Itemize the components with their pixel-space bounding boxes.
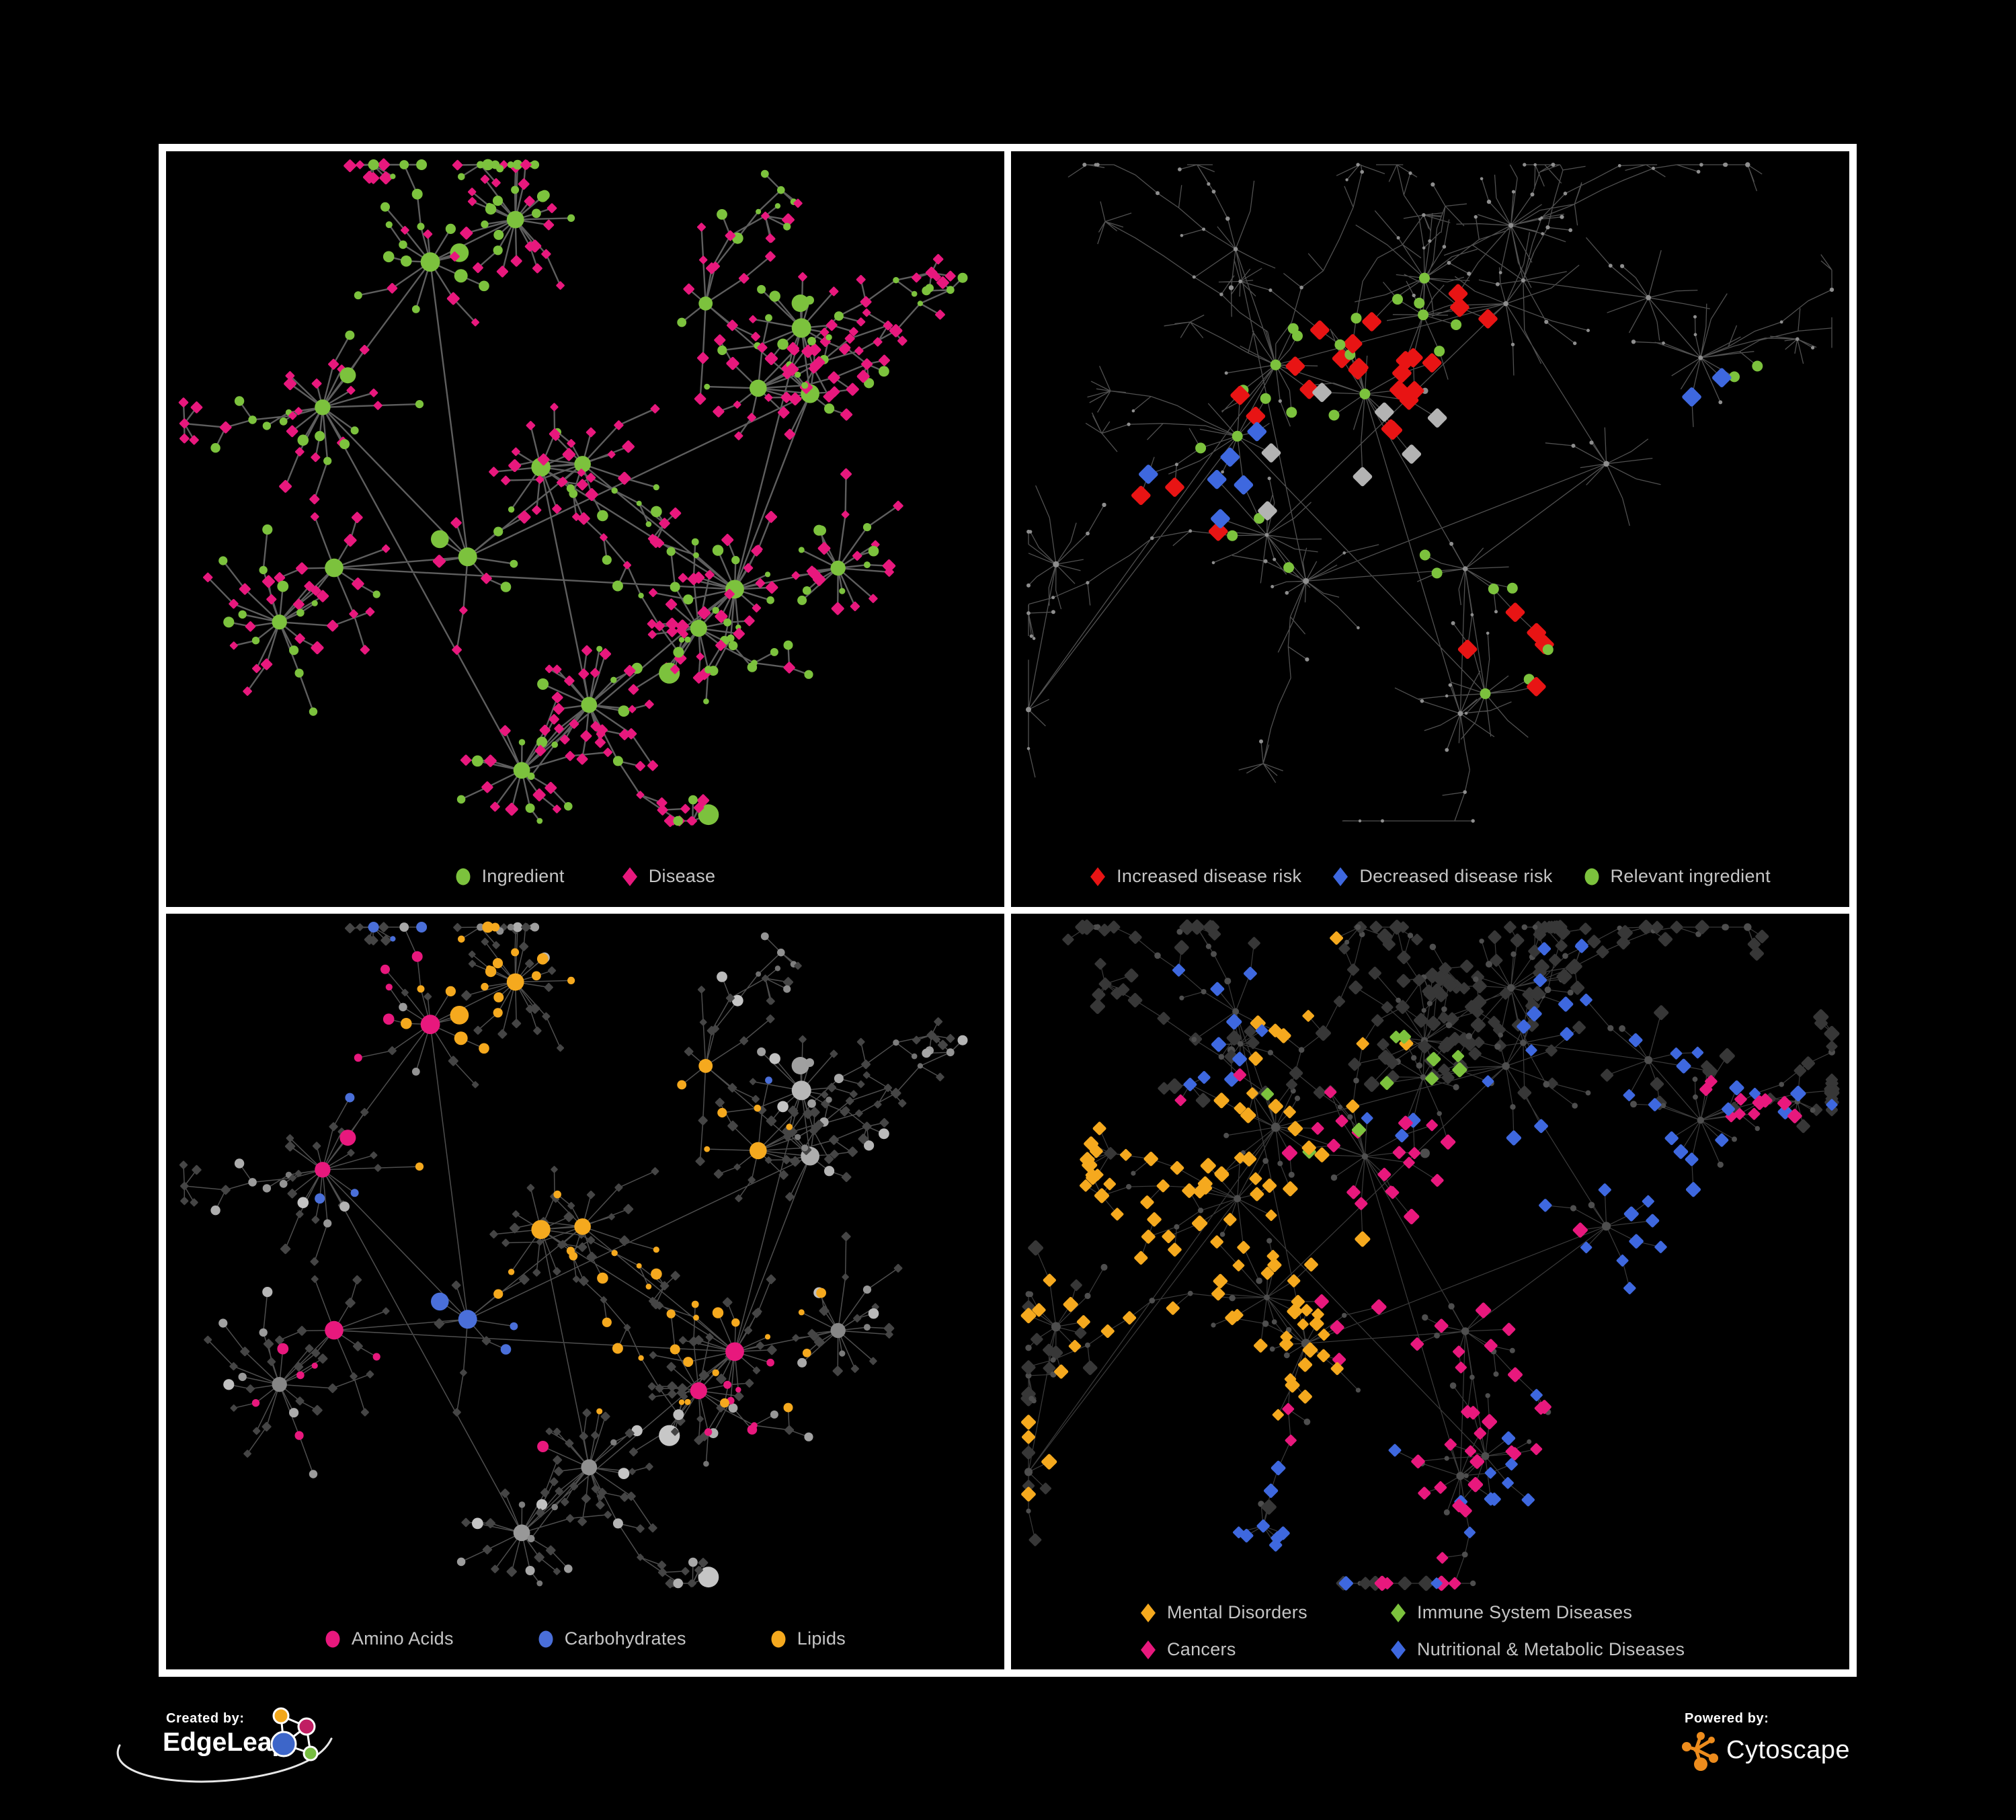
- legend-label: Decreased disease risk: [1359, 866, 1553, 886]
- cytoscape-wordmark: Cytoscape: [1726, 1735, 1851, 1764]
- legend-item-carbohydrates: Carbohydrates: [538, 1628, 686, 1649]
- diamond-marker-icon: [1141, 1603, 1156, 1622]
- cytoscape-logo: Cytoscape: [1681, 1729, 1850, 1771]
- legend-item-immune-system-diseases: Immune System Diseases: [1390, 1602, 1836, 1623]
- network-graph-disease-risk: [1026, 162, 1834, 823]
- diamond-marker-icon: [1391, 1640, 1406, 1659]
- legend-label: Immune System Diseases: [1417, 1602, 1633, 1622]
- legend-item-mental-disorders: Mental Disorders: [1140, 1602, 1390, 1623]
- legend-item-lipids: Lipids: [770, 1628, 846, 1649]
- legend-item-nutritional-metabolic-diseases: Nutritional & Metabolic Diseases: [1390, 1639, 1836, 1660]
- network-graph-nutrient-classes: [179, 921, 968, 1589]
- legend-label: Disease: [648, 866, 716, 886]
- circle-marker-icon: [456, 868, 471, 885]
- legend-label: Mental Disorders: [1167, 1602, 1307, 1622]
- legend-label: Amino Acids: [351, 1628, 454, 1649]
- powered-by-label: Powered by:: [1685, 1711, 1769, 1726]
- edgeleap-network-icon: [270, 1707, 319, 1762]
- panel-grid: Ingredient Disease Increased disease risk…: [159, 144, 1857, 1677]
- circle-marker-icon: [538, 1630, 553, 1647]
- legend-nutrient-classes: Amino Acids Carbohydrates Lipids: [166, 1628, 1004, 1649]
- legend-item-relevant-ingredient: Relevant ingredient: [1584, 866, 1771, 887]
- diamond-marker-icon: [622, 867, 637, 886]
- panel-disease-classes: Mental Disorders Immune System Diseases Ca…: [1011, 914, 1849, 1669]
- diamond-marker-icon: [1090, 867, 1106, 886]
- legend-item-decreased-disease-risk: Decreased disease risk: [1332, 866, 1552, 887]
- network-graph-ingredient-disease: [178, 158, 968, 827]
- panel-disease-risk: Increased disease risk Decreased disease …: [1011, 151, 1849, 907]
- network-graph-disease-classes: [1020, 919, 1840, 1591]
- legend-label: Lipids: [797, 1628, 846, 1649]
- cytoscape-network-icon: [1682, 1732, 1718, 1771]
- legend-label: Relevant ingredient: [1610, 866, 1771, 886]
- circle-marker-icon: [1584, 868, 1599, 885]
- legend-label: Ingredient: [481, 866, 565, 886]
- legend-item-increased-disease-risk: Increased disease risk: [1090, 866, 1301, 887]
- legend-label: Cancers: [1167, 1639, 1236, 1659]
- legend-label: Increased disease risk: [1117, 866, 1302, 886]
- legend-item-amino-acids: Amino Acids: [325, 1628, 454, 1649]
- legend-label: Nutritional & Metabolic Diseases: [1417, 1639, 1685, 1659]
- legend-item-cancers: Cancers: [1140, 1639, 1390, 1660]
- diamond-marker-icon: [1141, 1640, 1156, 1659]
- circle-marker-icon: [325, 1630, 340, 1647]
- panel-nutrient-classes: Amino Acids Carbohydrates Lipids: [166, 914, 1004, 1669]
- panel-ingredient-disease: Ingredient Disease: [166, 151, 1004, 907]
- circle-marker-icon: [771, 1630, 786, 1647]
- legend-label: Carbohydrates: [564, 1628, 686, 1649]
- edgeleap-wordmark: EdgeLeap: [163, 1728, 288, 1757]
- created-by-label: Created by:: [166, 1711, 245, 1726]
- diamond-marker-icon: [1333, 867, 1348, 886]
- legend-item-disease: Disease: [622, 866, 716, 887]
- legend-item-ingredient: Ingredient: [455, 866, 565, 887]
- legend-disease-classes: Mental Disorders Immune System Diseases Ca…: [1140, 1602, 1836, 1660]
- legend-disease-risk: Increased disease risk Decreased disease …: [1011, 866, 1849, 887]
- legend-ingredient-disease: Ingredient Disease: [166, 866, 1004, 887]
- diamond-marker-icon: [1391, 1603, 1406, 1622]
